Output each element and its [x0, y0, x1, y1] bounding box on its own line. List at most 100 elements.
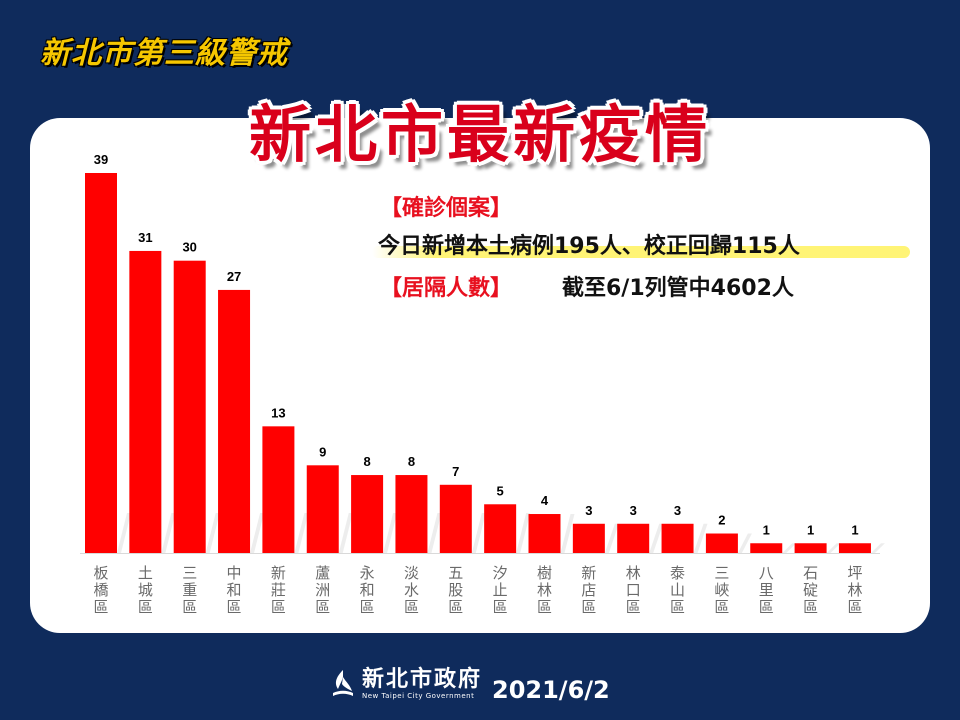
category-label: 區 [138, 598, 153, 616]
category-label: 水 [404, 581, 419, 599]
bar [129, 250, 162, 553]
report-date: 2021/6/2 [492, 676, 610, 704]
category-label: 區 [315, 598, 330, 616]
bar [262, 426, 295, 553]
category-label: 三 [714, 564, 729, 582]
data-label: 8 [363, 454, 370, 469]
text-highlight [372, 246, 910, 258]
quarantine-label: 【居隔人數】 [380, 276, 513, 301]
bar [794, 543, 827, 553]
category-label: 區 [271, 598, 286, 616]
government-logo: 新北市政府 New Taipei City Government [330, 668, 482, 700]
category-label: 新 [581, 564, 596, 582]
bar [351, 475, 384, 553]
bar [85, 173, 117, 553]
bar-shadow [649, 523, 664, 553]
data-label: 31 [138, 230, 152, 245]
bar-shadow [693, 523, 708, 553]
category-label: 新 [271, 564, 286, 582]
bar-shadow [737, 533, 752, 553]
data-label: 1 [851, 522, 858, 537]
data-label: 1 [763, 522, 770, 537]
bar [395, 475, 428, 553]
data-label: 3 [585, 503, 592, 518]
category-label: 城 [138, 581, 153, 599]
data-label: 8 [408, 454, 415, 469]
logo-text-en: New Taipei City Government [362, 692, 475, 700]
bar-shadow [427, 513, 442, 553]
bar-shadow [560, 514, 575, 553]
bar [617, 523, 650, 553]
category-label: 五 [448, 564, 463, 582]
alert-level-tag: 新北市第三級警戒 [40, 36, 288, 71]
bar [838, 543, 871, 553]
bar-shadow [870, 543, 885, 553]
category-label: 永 [360, 564, 375, 582]
category-label: 區 [759, 598, 774, 616]
data-label: 30 [182, 240, 196, 255]
bar [750, 543, 783, 553]
category-label: 石 [803, 564, 818, 582]
data-label: 4 [541, 493, 549, 508]
bar [173, 260, 206, 553]
bar-shadow [250, 513, 265, 553]
category-label: 區 [227, 598, 242, 616]
category-label: 區 [537, 598, 552, 616]
bar-shadow [294, 513, 309, 553]
data-label: 39 [94, 152, 108, 167]
category-label: 泰 [670, 564, 685, 582]
category-label: 坪 [847, 564, 862, 582]
category-label: 中 [227, 564, 242, 582]
bar [705, 533, 738, 553]
category-label: 區 [493, 598, 508, 616]
bar-shadow [117, 513, 131, 553]
category-label: 樹 [537, 564, 552, 582]
category-label: 區 [360, 598, 375, 616]
data-label: 3 [674, 503, 681, 518]
category-label: 區 [404, 598, 419, 616]
category-label: 區 [182, 598, 197, 616]
category-label: 橋 [93, 581, 108, 599]
category-label: 莊 [271, 581, 286, 599]
bar-shadow [205, 513, 220, 553]
bar [218, 289, 251, 553]
category-label: 股 [448, 581, 463, 599]
category-label: 三 [182, 564, 197, 582]
category-label: 區 [847, 598, 862, 616]
category-label: 汐 [493, 564, 508, 582]
bar [484, 504, 517, 553]
category-label: 林 [537, 581, 552, 599]
logo-text-cn: 新北市政府 [362, 666, 483, 692]
category-label: 淡 [404, 564, 419, 582]
category-label: 重 [182, 581, 197, 599]
bar-shadow [161, 513, 176, 553]
city-emblem-icon [333, 670, 353, 696]
category-label: 土 [138, 564, 153, 582]
bar-shadow [383, 513, 398, 553]
bar-shadow [826, 543, 841, 553]
quarantine-detail: 截至6/1列管中4602人 [562, 276, 794, 301]
bar-shadow [471, 513, 486, 553]
category-label: 林 [847, 581, 862, 599]
bar [528, 514, 561, 553]
bar-shadow [338, 513, 353, 553]
category-label: 區 [581, 598, 596, 616]
bar [661, 523, 694, 553]
confirmed-label: 【確診個案】 [380, 196, 513, 221]
category-label: 八 [759, 564, 774, 582]
category-label: 山 [670, 581, 685, 599]
data-label: 1 [807, 522, 814, 537]
data-label: 2 [718, 513, 725, 528]
category-label: 口 [626, 581, 641, 599]
category-label: 碇 [803, 581, 818, 599]
bar [306, 465, 339, 553]
category-label: 區 [714, 598, 729, 616]
bar-shadow [516, 513, 531, 553]
category-label: 蘆 [315, 564, 330, 582]
data-label: 9 [319, 444, 326, 459]
category-label: 止 [493, 581, 508, 599]
category-label: 店 [581, 581, 596, 599]
bar [572, 523, 605, 553]
bar-shadow [782, 543, 797, 553]
category-label: 區 [670, 598, 685, 616]
